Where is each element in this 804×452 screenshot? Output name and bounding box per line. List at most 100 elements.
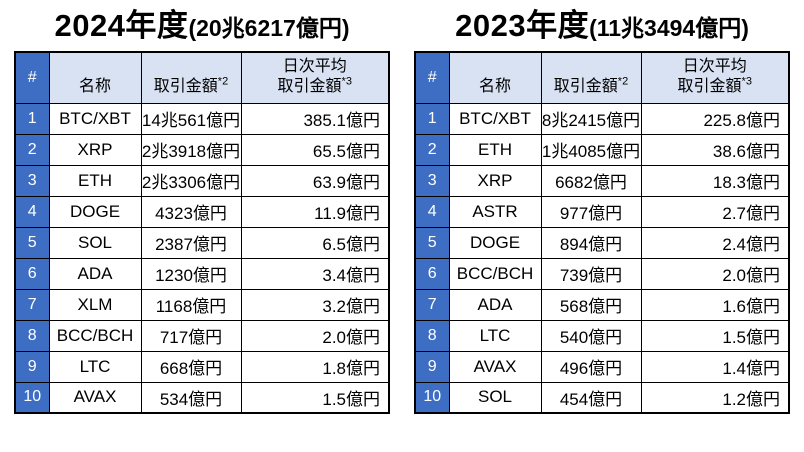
table-row: 1 BTC/XBT 8兆2415億円 225.8億円	[414, 102, 790, 135]
daily-average-column-header: 日次平均 取引金額*3	[640, 51, 790, 104]
rank-cell: 4	[14, 195, 50, 228]
daily-average-column-header: 日次平均 取引金額*3	[240, 51, 390, 104]
daily-average-cell: 1.6億円	[640, 288, 790, 321]
asset-name-cell: ASTR	[448, 195, 542, 228]
table-row: 6 ADA 1230億円 3.4億円	[14, 257, 390, 290]
table-row: 2 ETH 1兆4085億円 38.6億円	[414, 133, 790, 166]
amount-cell: 14兆561億円	[140, 102, 242, 135]
amount-cell: 2387億円	[140, 226, 242, 259]
daily-header-line2: 取引金額*3	[277, 75, 352, 95]
daily-average-cell: 3.2億円	[240, 288, 390, 321]
table-title-2024: 2024年度(20兆6217億円)	[14, 4, 390, 48]
rank-cell: 9	[414, 350, 450, 383]
rank-cell: 6	[414, 257, 450, 290]
volume-table-2024: # 名称 取引金額*2 日次平均 取引金額*3 1 BTC/XBT 14兆561億円 3…	[14, 51, 390, 414]
daily-average-cell: 2.4億円	[640, 226, 790, 259]
amount-cell: 6682億円	[540, 164, 642, 197]
daily-average-cell: 1.5億円	[240, 381, 390, 414]
asset-name-cell: BCC/BCH	[448, 257, 542, 290]
panel-2023: 2023年度(11兆3494億円) # 名称 取引金額*2 日次平均 取引金額*3…	[414, 4, 790, 414]
header-row: # 名称 取引金額*2 日次平均 取引金額*3	[414, 51, 790, 104]
rank-column-header: #	[414, 51, 450, 104]
table-row: 5 SOL 2387億円 6.5億円	[14, 226, 390, 259]
rank-cell: 10	[14, 381, 50, 414]
daily-average-cell: 2.0億円	[640, 257, 790, 290]
table-row: 3 ETH 2兆3306億円 63.9億円	[14, 164, 390, 197]
table-row: 9 AVAX 496億円 1.4億円	[414, 350, 790, 383]
rank-cell: 2	[14, 133, 50, 166]
comparison-layout: 2024年度(20兆6217億円) # 名称 取引金額*2 日次平均 取引金額*3…	[14, 4, 790, 414]
daily-average-cell: 11.9億円	[240, 195, 390, 228]
asset-name-cell: XRP	[48, 133, 142, 166]
daily-average-cell: 1.4億円	[640, 350, 790, 383]
header-row: # 名称 取引金額*2 日次平均 取引金額*3	[14, 51, 390, 104]
table-row: 4 DOGE 4323億円 11.9億円	[14, 195, 390, 228]
amount-header-label: 取引金額	[553, 77, 618, 95]
fiscal-year-label: 2023年度	[455, 8, 590, 43]
rank-cell: 7	[14, 288, 50, 321]
rank-cell: 5	[14, 226, 50, 259]
amount-cell: 2兆3306億円	[140, 164, 242, 197]
total-amount-label: (11兆3494億円)	[589, 15, 749, 41]
rank-cell: 2	[414, 133, 450, 166]
table-row: 9 LTC 668億円 1.8億円	[14, 350, 390, 383]
rank-cell: 3	[414, 164, 450, 197]
asset-name-cell: ETH	[448, 133, 542, 166]
daily-average-cell: 3.4億円	[240, 257, 390, 290]
table-row: 10 AVAX 534億円 1.5億円	[14, 381, 390, 414]
rank-cell: 7	[414, 288, 450, 321]
table-row: 7 ADA 568億円 1.6億円	[414, 288, 790, 321]
asset-name-cell: LTC	[448, 319, 542, 352]
table-row: 5 DOGE 894億円 2.4億円	[414, 226, 790, 259]
panel-2024: 2024年度(20兆6217億円) # 名称 取引金額*2 日次平均 取引金額*3…	[14, 4, 390, 414]
amount-column-header: 取引金額*2	[540, 51, 642, 104]
amount-cell: 496億円	[540, 350, 642, 383]
daily-average-cell: 1.5億円	[640, 319, 790, 352]
asset-name-cell: DOGE	[448, 226, 542, 259]
amount-column-header: 取引金額*2	[140, 51, 242, 104]
rank-cell: 3	[14, 164, 50, 197]
table-row: 3 XRP 6682億円 18.3億円	[414, 164, 790, 197]
amount-cell: 1兆4085億円	[540, 133, 642, 166]
amount-cell: 534億円	[140, 381, 242, 414]
asset-name-cell: AVAX	[48, 381, 142, 414]
daily-average-cell: 225.8億円	[640, 102, 790, 135]
total-amount-label: (20兆6217億円)	[188, 15, 350, 41]
asset-name-cell: ETH	[48, 164, 142, 197]
fiscal-year-label: 2024年度	[54, 8, 189, 43]
rank-cell: 1	[14, 102, 50, 135]
daily-header-line2: 取引金額*3	[677, 75, 752, 95]
table-row: 8 BCC/BCH 717億円 2.0億円	[14, 319, 390, 352]
asset-name-cell: ADA	[48, 257, 142, 290]
name-column-header: 名称	[448, 51, 542, 104]
daily-average-cell: 18.3億円	[640, 164, 790, 197]
daily-average-cell: 2.0億円	[240, 319, 390, 352]
asset-name-cell: XLM	[48, 288, 142, 321]
table-row: 8 LTC 540億円 1.5億円	[414, 319, 790, 352]
daily-header-line1: 日次平均	[682, 57, 747, 75]
daily-average-cell: 2.7億円	[640, 195, 790, 228]
amount-cell: 977億円	[540, 195, 642, 228]
daily-average-cell: 385.1億円	[240, 102, 390, 135]
footnote-marker: *2	[617, 75, 629, 88]
rank-cell: 4	[414, 195, 450, 228]
amount-cell: 668億円	[140, 350, 242, 383]
asset-name-cell: ADA	[448, 288, 542, 321]
amount-header-label: 取引金額	[153, 77, 218, 95]
daily-average-cell: 65.5億円	[240, 133, 390, 166]
amount-cell: 894億円	[540, 226, 642, 259]
footnote-marker: *3	[341, 75, 352, 88]
asset-name-cell: SOL	[48, 226, 142, 259]
rank-cell: 8	[414, 319, 450, 352]
amount-cell: 717億円	[140, 319, 242, 352]
asset-name-cell: XRP	[448, 164, 542, 197]
rank-cell: 6	[14, 257, 50, 290]
daily-average-cell: 6.5億円	[240, 226, 390, 259]
asset-name-cell: AVAX	[448, 350, 542, 383]
name-column-header: 名称	[48, 51, 142, 104]
asset-name-cell: DOGE	[48, 195, 142, 228]
daily-average-cell: 1.2億円	[640, 381, 790, 414]
rank-cell: 1	[414, 102, 450, 135]
rank-cell: 10	[414, 381, 450, 414]
table-row: 1 BTC/XBT 14兆561億円 385.1億円	[14, 102, 390, 135]
